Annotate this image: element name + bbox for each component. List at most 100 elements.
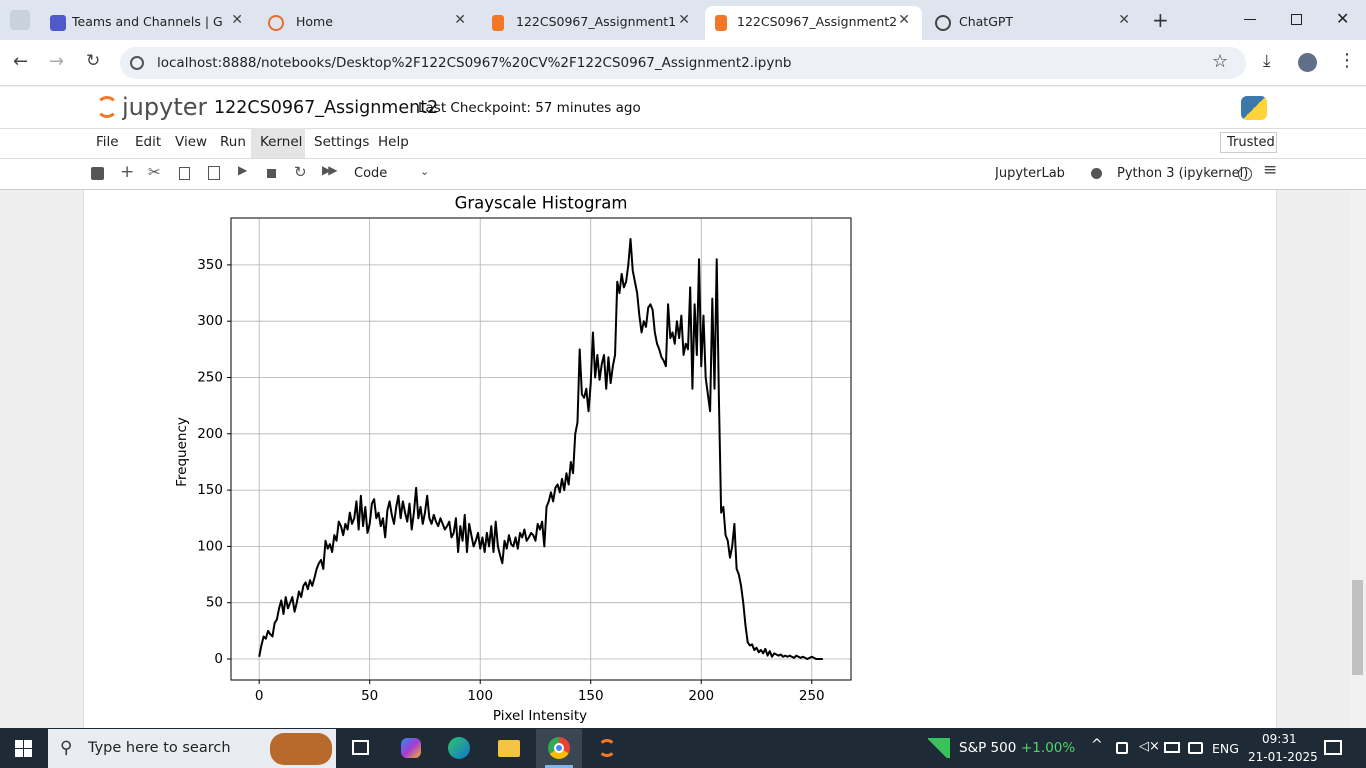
- copy-button[interactable]: [179, 167, 190, 180]
- checkpoint: Last Checkpoint: 57 minutes ago: [418, 100, 641, 116]
- cell-type-select[interactable]: Code: [354, 166, 388, 181]
- language[interactable]: ENG: [1212, 741, 1239, 756]
- scrollbar-thumb[interactable]: [1352, 580, 1363, 675]
- reload-button[interactable]: ↻: [86, 51, 101, 71]
- jupyterlab-link[interactable]: JupyterLab: [995, 166, 1065, 181]
- clock-date[interactable]: 21-01-2025: [1248, 750, 1318, 764]
- tab-search-button[interactable]: [10, 10, 30, 30]
- menu-button[interactable]: ⋮: [1338, 50, 1356, 71]
- stock-icon: [928, 738, 950, 758]
- menu-item[interactable]: Help: [378, 134, 409, 150]
- y-tick-label: 100: [197, 538, 223, 554]
- downloads-button[interactable]: ⤓: [1263, 51, 1271, 71]
- y-tick-label: 250: [197, 369, 223, 385]
- x-tick-label: 100: [467, 688, 493, 704]
- run-button[interactable]: ▶: [238, 163, 248, 177]
- stock-change[interactable]: +1.00%: [1021, 740, 1076, 756]
- tab-title: Teams and Channels | Gene: [72, 14, 222, 29]
- x-tick-label: 250: [799, 688, 825, 704]
- menu-item[interactable]: Kernel: [260, 134, 303, 150]
- x-axis-label: Pixel Intensity: [493, 708, 587, 724]
- search-highlight-image: [270, 733, 332, 765]
- minimize-button[interactable]: [1244, 19, 1256, 20]
- close-button[interactable]: ✕: [1336, 9, 1350, 28]
- stop-button[interactable]: [267, 169, 276, 178]
- task-view-button[interactable]: [352, 740, 369, 755]
- run-all-button[interactable]: ▶▶: [322, 163, 338, 177]
- menu-item[interactable]: View: [175, 134, 208, 150]
- notebook-panel: [83, 190, 1277, 728]
- chart-title: Grayscale Histogram: [455, 194, 628, 213]
- dropdown-arrow[interactable]: ⌄: [420, 165, 430, 178]
- tab-title: 122CS0967_Assignment2: [737, 14, 898, 29]
- debugger-icon[interactable]: [1091, 168, 1102, 179]
- profile-button[interactable]: [1298, 53, 1317, 72]
- new-tab-button[interactable]: +: [1152, 8, 1169, 32]
- trusted-badge[interactable]: Trusted: [1220, 132, 1277, 153]
- save-button[interactable]: [91, 167, 104, 180]
- divider: [0, 158, 1366, 159]
- plot-frame: [230, 217, 852, 681]
- menu-item[interactable]: Edit: [135, 134, 162, 150]
- tab-title: ChatGPT: [959, 14, 1014, 29]
- tab[interactable]: Home ✕: [258, 6, 478, 40]
- stock-name[interactable]: S&P 500: [959, 740, 1017, 756]
- restart-button[interactable]: ↻: [294, 163, 307, 181]
- start-button[interactable]: [15, 740, 32, 757]
- y-tick-label: 300: [197, 313, 223, 329]
- tray-overflow[interactable]: ^: [1091, 737, 1103, 753]
- tray-icon[interactable]: [1116, 742, 1128, 754]
- toggle-button[interactable]: ≡: [1263, 160, 1278, 180]
- bookmark-star[interactable]: ☆: [1212, 51, 1229, 72]
- histogram-line: [258, 238, 823, 660]
- tab[interactable]: Teams and Channels | Gene✕: [40, 6, 255, 40]
- address-bar[interactable]: [120, 47, 1246, 79]
- chrome-icon[interactable]: [548, 737, 570, 759]
- forward-button[interactable]: →: [49, 51, 65, 72]
- jupyter-taskbar-icon[interactable]: [598, 739, 616, 757]
- back-button[interactable]: ←: [13, 51, 29, 72]
- cut-button[interactable]: ✂: [148, 163, 161, 181]
- y-tick-label: 200: [197, 426, 223, 442]
- jupyter-header: [0, 87, 1366, 190]
- tab[interactable]: ChatGPT ✕: [925, 6, 1142, 40]
- y-tick-label: 150: [197, 482, 223, 498]
- y-tick-label: 50: [206, 595, 223, 611]
- menu-item[interactable]: File: [96, 134, 119, 150]
- tab-title: Home: [296, 14, 333, 29]
- divider: [0, 189, 1366, 190]
- paste-button[interactable]: [208, 166, 220, 180]
- explorer-icon[interactable]: [498, 740, 520, 757]
- site-info-icon[interactable]: [130, 56, 144, 70]
- restore-button[interactable]: [1291, 14, 1302, 25]
- active-tab[interactable]: 122CS0967_Assignment2 ✕: [705, 6, 922, 40]
- notebook-name[interactable]: 122CS0967_Assignment2: [214, 98, 439, 118]
- active-indicator: [545, 765, 573, 768]
- clock-time[interactable]: 09:31: [1262, 732, 1297, 746]
- menu-item[interactable]: Settings: [314, 134, 370, 150]
- volume-icon[interactable]: ◁×: [1139, 739, 1160, 754]
- trusted-label: Trusted: [1227, 135, 1275, 150]
- notifications-button[interactable]: [1324, 740, 1342, 755]
- tab-strip: [0, 0, 1366, 40]
- jupyter-logo-icon: [96, 96, 118, 118]
- meet-icon[interactable]: [1188, 742, 1203, 754]
- add-cell-button[interactable]: +: [120, 162, 135, 182]
- kernel-name[interactable]: Python 3 (ipykernel): [1117, 166, 1249, 181]
- x-tick-label: 50: [361, 688, 378, 704]
- edge-icon[interactable]: [448, 737, 470, 759]
- x-tick-label: 150: [578, 688, 604, 704]
- python-logo: [1241, 96, 1267, 120]
- jupyter-logo-text: jupyter: [122, 93, 208, 121]
- tab[interactable]: 122CS0967_Assignment1 ✕: [482, 6, 702, 40]
- menu-highlight: [251, 128, 305, 158]
- y-tick-label: 350: [197, 257, 223, 273]
- chart: Grayscale Histogram Pixel Intensity Freq…: [174, 194, 852, 724]
- search-icon: ⚲: [60, 738, 73, 758]
- network-icon[interactable]: [1164, 742, 1180, 753]
- x-tick-label: 0: [255, 688, 264, 704]
- menu-item[interactable]: Run: [220, 134, 246, 150]
- url: localhost:8888/notebooks/Desktop%2F122CS…: [157, 55, 792, 71]
- copilot-icon[interactable]: [401, 738, 421, 758]
